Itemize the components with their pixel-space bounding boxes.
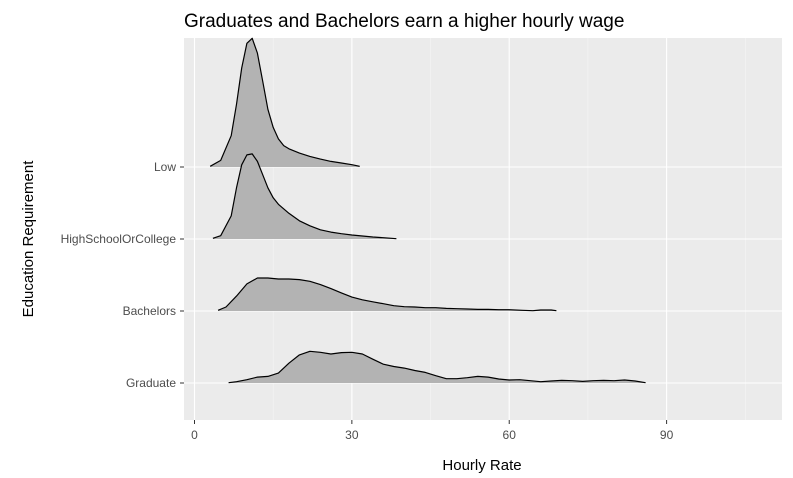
y-tick-label: Low bbox=[154, 160, 176, 174]
y-tick-label: Graduate bbox=[126, 376, 176, 390]
ridge-outline-Low bbox=[209, 37, 360, 167]
ridge-fill-HighSchoolOrCollege bbox=[212, 153, 397, 239]
x-tick-label: 60 bbox=[503, 428, 517, 442]
x-tick-label: 30 bbox=[345, 428, 359, 442]
y-tick-label: Bachelors bbox=[123, 304, 176, 318]
ridge-outline-Bachelors bbox=[217, 277, 557, 312]
ridge-fill-Bachelors bbox=[218, 278, 557, 311]
ridge-fill-Low bbox=[210, 38, 360, 167]
chart-title: Graduates and Bachelors earn a higher ho… bbox=[184, 11, 624, 32]
density-ridges bbox=[209, 37, 646, 384]
ridge-outline-Graduate bbox=[228, 350, 646, 384]
ridge-outline-HighSchoolOrCollege bbox=[212, 153, 397, 240]
axis-ticks: 0 30 60 90 Graduate Bachelors HighSchoolOrColl… bbox=[61, 160, 674, 442]
x-tick-label: 0 bbox=[191, 428, 198, 442]
y-axis-title: Education Requirement bbox=[20, 160, 37, 318]
ridge-fill-Graduate bbox=[228, 351, 646, 383]
y-tick-label: HighSchoolOrCollege bbox=[61, 232, 177, 246]
x-axis-title: Hourly Rate bbox=[442, 457, 521, 474]
x-tick-label: 90 bbox=[660, 428, 674, 442]
